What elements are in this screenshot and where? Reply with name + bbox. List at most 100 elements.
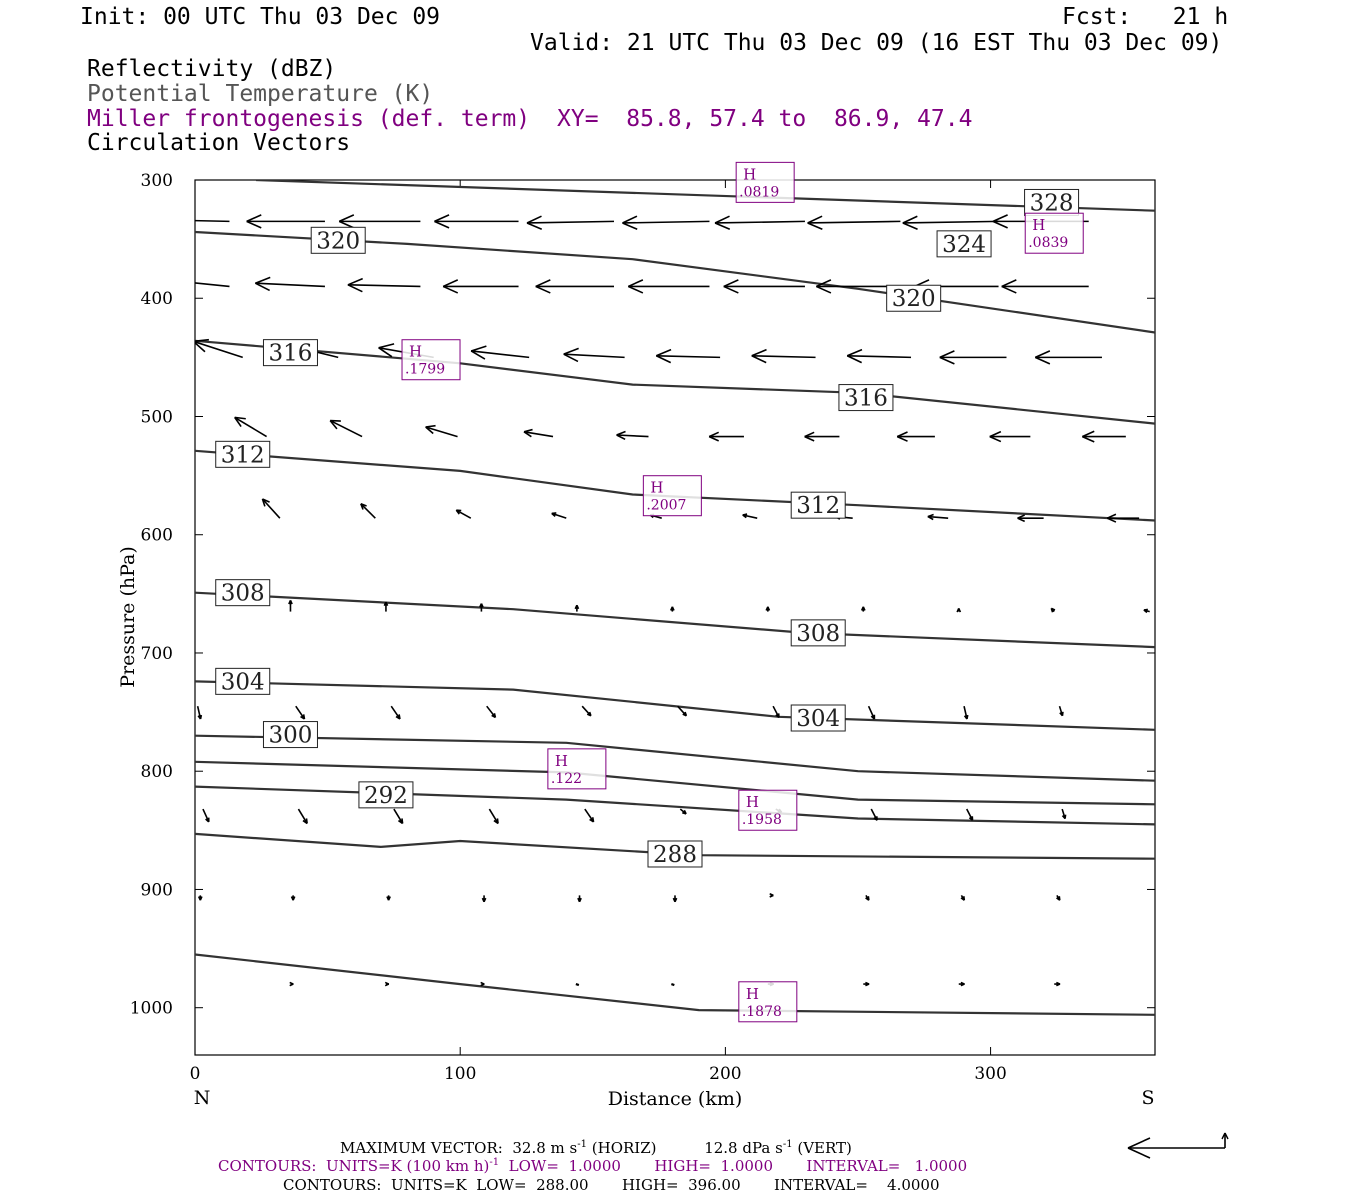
theta-label: 316 — [844, 386, 888, 412]
frontogenesis-maximum: H.0839 — [1024, 212, 1084, 254]
circulation-vector — [669, 606, 675, 612]
circulation-vector — [1058, 705, 1064, 717]
circulation-vector — [622, 215, 710, 230]
theta-label: 320 — [892, 286, 936, 312]
circulation-vector — [574, 604, 580, 612]
theta-label: 304 — [221, 669, 265, 695]
circulation-vector — [347, 277, 421, 293]
fg-max-mark: H — [746, 985, 759, 1003]
y-tick-label: 600 — [141, 526, 173, 546]
theta-contour-high: HIGH= 396.00 — [621, 1176, 741, 1194]
plot-frame — [194, 179, 1156, 1056]
theta-label: 300 — [269, 723, 313, 749]
circulation-vector — [772, 705, 780, 719]
circulation-vector — [870, 808, 878, 821]
fg-max-mark: H — [650, 479, 663, 497]
field-circulation-vectors: Circulation Vectors — [87, 130, 351, 156]
circulation-vector — [386, 895, 391, 901]
y-tick-label: 1000 — [130, 999, 173, 1019]
axis-text: Distance (km) Pressure (hPa) N S — [117, 546, 1155, 1110]
circulation-vector — [708, 431, 744, 442]
circulation-vector — [526, 215, 615, 230]
frontogenesis-maximum: H.1878 — [738, 981, 798, 1023]
fg-max-value: .1958 — [742, 812, 782, 828]
fg-max-mark: H — [746, 793, 759, 811]
circulation-vector — [1001, 279, 1089, 294]
theta-contours — [195, 180, 1155, 1016]
x-tick-label: 100 — [444, 1064, 476, 1084]
frontogenesis-maximum: H.2007 — [642, 475, 702, 517]
circulation-vector — [338, 214, 421, 229]
circulation-vector — [1106, 513, 1140, 523]
circulation-vector — [804, 431, 840, 442]
axis-ticks: 0 100 200 300 300 400 500 600 700 800 900 1000 — [130, 171, 1155, 1084]
theta-label-box — [262, 721, 318, 749]
fg-contour-low: LOW= 1.0000 — [499, 1157, 621, 1175]
theta-contour — [195, 953, 1155, 1016]
circulation-vector — [197, 895, 203, 901]
theta-label: 312 — [796, 493, 840, 519]
circulation-vector — [714, 215, 805, 230]
circulation-vector — [289, 981, 294, 987]
theta-label: 320 — [316, 228, 360, 254]
frontogenesis-maxima: H.0819H.0839H.1799H.2007H.122H.1958H.187… — [401, 161, 1084, 1023]
theta-label-box — [936, 230, 992, 258]
theta-contour — [195, 832, 1155, 860]
theta-contour — [195, 680, 1155, 731]
circulation-vector — [481, 895, 487, 903]
circulation-vector — [939, 350, 1007, 365]
theta-label-box — [215, 667, 271, 695]
frontogenesis-maximum: H.1799 — [401, 339, 461, 381]
valid-time: Valid: 21 UTC Thu 03 Dec 09 (16 EST Thu … — [530, 30, 1223, 56]
theta-label-box — [886, 284, 942, 312]
theta-contour-info: CONTOURS: UNITS=K LOW= 288.00 HIGH= 396.… — [283, 1176, 940, 1194]
circulation-vector — [1143, 608, 1150, 614]
circulation-vector — [723, 279, 805, 294]
x-tick-label: 300 — [974, 1064, 1006, 1084]
theta-label: 316 — [269, 341, 313, 367]
fg-max-mark: H — [555, 752, 568, 770]
theta-contour — [195, 785, 1155, 826]
fg-max-value: .0839 — [1028, 235, 1068, 251]
theta-label: 312 — [221, 442, 265, 468]
maxvec-horiz-unit: (HORIZ) — [591, 1139, 657, 1157]
y-tick-label: 300 — [141, 171, 173, 191]
circulation-vectors — [195, 214, 1150, 987]
circulation-vector — [616, 430, 649, 441]
fg-max-box — [1024, 212, 1084, 254]
fg-max-value: .1799 — [405, 362, 445, 378]
theta-label-box — [310, 226, 366, 254]
y-tick-label: 700 — [141, 644, 173, 664]
circulation-vector — [671, 983, 675, 987]
fg-max-mark: H — [743, 165, 756, 183]
fg-max-box — [401, 339, 461, 381]
circulation-vector — [863, 981, 870, 987]
theta-contour-interval: INTERVAL= 4.0000 — [774, 1176, 940, 1194]
fg-max-box — [547, 748, 607, 790]
circulation-vector — [234, 416, 268, 438]
circulation-vector — [195, 282, 230, 288]
theta-contour — [195, 760, 1155, 806]
circulation-vector — [846, 348, 912, 364]
circulation-vector — [563, 347, 625, 363]
y-tick-label: 800 — [141, 762, 173, 782]
circulation-vector — [867, 705, 876, 720]
maximum-vector-line: MAXIMUM VECTOR: 32.8 m s-1 (HORIZ) 12.8 … — [340, 1139, 852, 1157]
fg-max-mark: H — [409, 343, 422, 361]
circulation-vector — [442, 279, 519, 294]
south-end-label: S — [1141, 1087, 1154, 1109]
fg-max-box — [738, 789, 798, 831]
theta-label: 304 — [796, 706, 840, 732]
circulation-vector — [765, 606, 771, 612]
fg-max-box — [642, 475, 702, 517]
fg-max-value: .0819 — [739, 184, 779, 200]
circulation-vector — [963, 706, 969, 720]
circulation-vector — [627, 279, 710, 294]
north-end-label: N — [194, 1087, 211, 1109]
circulation-vector — [956, 608, 962, 613]
circulation-vector — [455, 509, 472, 519]
circulation-vector — [295, 705, 306, 720]
circulation-vector — [751, 348, 816, 364]
theta-label-box — [262, 339, 318, 367]
